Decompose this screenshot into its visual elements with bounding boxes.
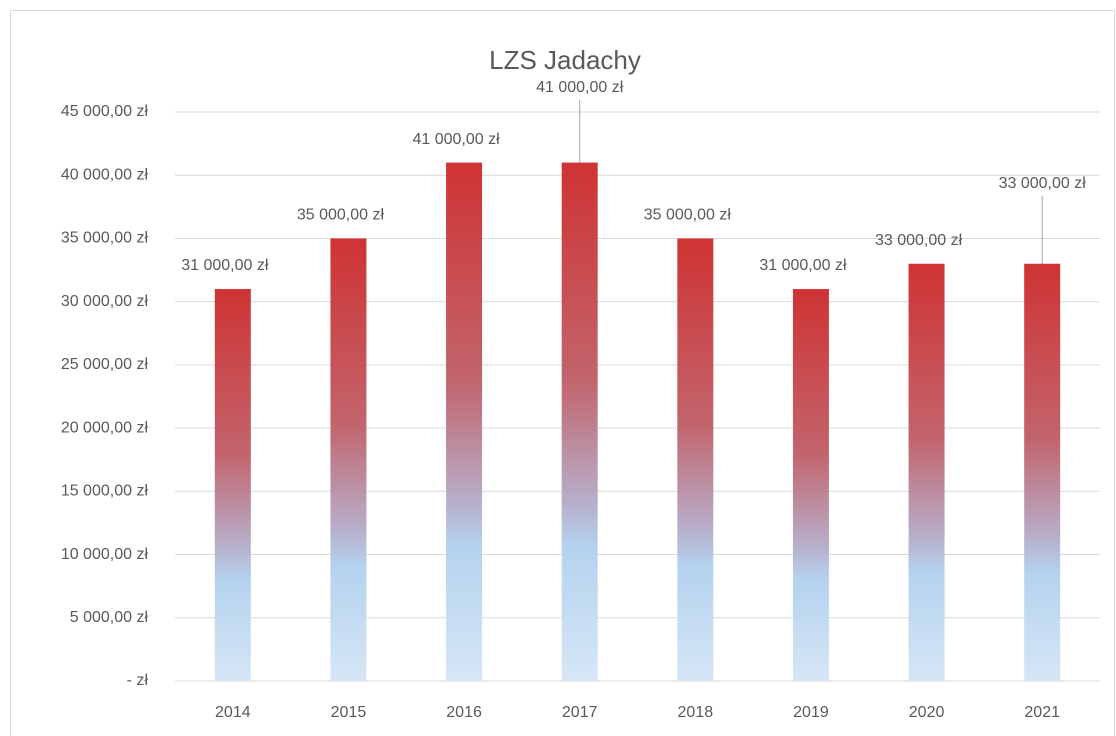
x-tick-label: 2019 xyxy=(793,704,829,721)
y-tick-label: 25 000,00 zł xyxy=(61,356,149,373)
x-tick-label: 2016 xyxy=(446,704,482,721)
data-label: 31 000,00 zł xyxy=(759,257,847,274)
bar xyxy=(330,238,367,681)
data-label: 33 000,00 zł xyxy=(999,175,1087,192)
bar xyxy=(677,238,714,681)
bar xyxy=(214,289,251,681)
x-tick-label: 2017 xyxy=(562,704,598,721)
x-tick-label: 2020 xyxy=(909,704,945,721)
x-tick-label: 2021 xyxy=(1024,704,1060,721)
y-tick-label: 45 000,00 zł xyxy=(61,103,149,120)
bar xyxy=(1024,263,1061,681)
y-tick-label: 40 000,00 zł xyxy=(61,166,149,183)
y-tick-label: 35 000,00 zł xyxy=(61,230,149,247)
chart-title: LZS Jadachy xyxy=(489,45,641,75)
data-label: 35 000,00 zł xyxy=(644,207,732,224)
data-label: 35 000,00 zł xyxy=(297,207,385,224)
data-label: 41 000,00 zł xyxy=(536,79,624,96)
bar xyxy=(446,162,483,682)
y-tick-label: 15 000,00 zł xyxy=(61,483,149,500)
data-label: 31 000,00 zł xyxy=(181,257,269,274)
y-tick-label: 30 000,00 zł xyxy=(61,293,149,310)
y-tick-label: 20 000,00 zł xyxy=(61,419,149,436)
y-tick-label: 5 000,00 zł xyxy=(70,609,149,626)
y-tick-label: - zł xyxy=(127,672,149,689)
x-tick-label: 2015 xyxy=(331,704,367,721)
bar xyxy=(561,162,598,682)
data-label: 41 000,00 zł xyxy=(412,131,500,148)
bar xyxy=(792,289,829,681)
bar xyxy=(908,263,945,681)
y-tick-label: 10 000,00 zł xyxy=(61,546,149,563)
x-tick-label: 2018 xyxy=(678,704,714,721)
data-label: 33 000,00 zł xyxy=(875,232,963,249)
x-tick-label: 2014 xyxy=(215,704,251,721)
